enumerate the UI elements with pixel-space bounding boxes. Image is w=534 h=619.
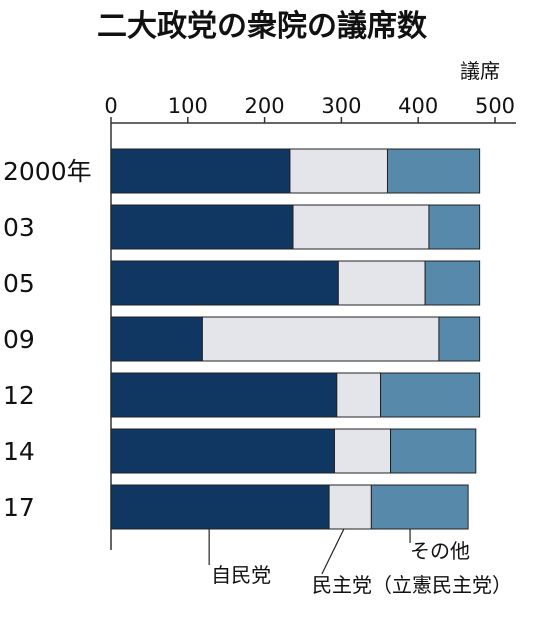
category-label: 03 (3, 213, 35, 242)
bar-segment-2 (333, 428, 392, 474)
bar-segment-2 (337, 260, 426, 306)
legend-label: 民主党（立憲民主党） (312, 573, 512, 597)
legend-leader-line (321, 528, 345, 575)
bar-segment-1 (110, 148, 291, 194)
category-labels: 2000年 03 05 09 12 14 17 (3, 157, 92, 522)
bar-segment-1 (110, 316, 203, 362)
bar-segment-3 (424, 260, 481, 306)
x-axis: 0 100 200 300 400 500 (104, 94, 515, 123)
bar-segment-2 (201, 316, 440, 362)
bar-segment-3 (390, 428, 477, 474)
category-label: 2000年 (3, 157, 92, 186)
x-tick-label: 0 (104, 94, 117, 118)
bar-segment-3 (380, 372, 481, 418)
bar-segment-1 (110, 484, 330, 530)
bar-segment-3 (386, 148, 481, 194)
legend: 自民党 民主党（立憲民主党） その他 (208, 528, 512, 597)
bar-segment-1 (110, 428, 335, 474)
x-tick-label: 300 (321, 94, 361, 118)
bars (110, 148, 481, 530)
bar-segment-1 (110, 372, 338, 418)
bar-segment-1 (110, 204, 294, 250)
category-label: 14 (3, 437, 35, 466)
legend-label: その他 (410, 539, 470, 563)
chart-title: 二大政党の衆院の議席数 (97, 9, 428, 44)
axis-unit-label: 議席 (460, 59, 500, 83)
x-tick-label: 100 (168, 94, 208, 118)
bar-segment-2 (292, 204, 430, 250)
category-label: 17 (3, 493, 35, 522)
category-label: 12 (3, 381, 35, 410)
bar-segment-3 (428, 204, 481, 250)
bar-segment-3 (438, 316, 481, 362)
category-label: 05 (3, 269, 35, 298)
category-label: 09 (3, 325, 35, 354)
bar-segment-2 (336, 372, 382, 418)
bar-segment-1 (110, 260, 339, 306)
bar-segment-2 (289, 148, 388, 194)
x-tick-label: 500 (475, 94, 515, 118)
bar-segment-2 (328, 484, 372, 530)
x-tick-label: 200 (245, 94, 285, 118)
bar-segment-3 (370, 484, 469, 530)
legend-label: 自民党 (211, 563, 271, 587)
x-tick-label: 400 (398, 94, 438, 118)
